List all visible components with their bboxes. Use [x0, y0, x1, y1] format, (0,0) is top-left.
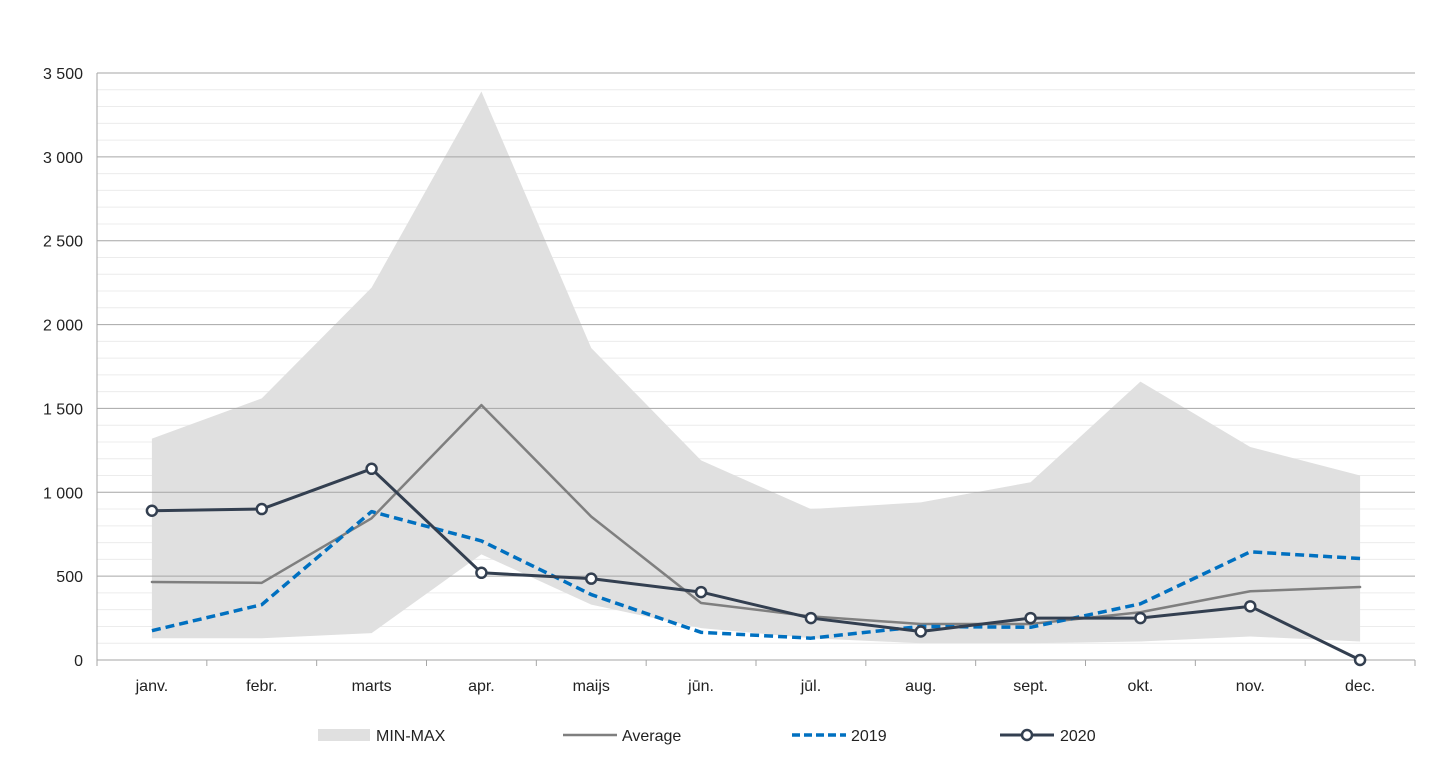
series-point-2020 — [694, 585, 708, 599]
y-tick-label: 0 — [74, 653, 83, 670]
series-point-2020 — [1024, 611, 1037, 625]
series-point-2020 — [1134, 611, 1147, 625]
x-tick-label: febr. — [246, 678, 277, 695]
axes — [96, 73, 1416, 666]
y-tick-label: 3 500 — [43, 66, 83, 83]
x-tick-label: janv. — [135, 678, 169, 695]
y-tick-label: 1 500 — [43, 401, 83, 418]
series-point-2020 — [475, 566, 488, 580]
legend-label-2019: 2019 — [851, 728, 887, 745]
legend-label-min-max: MIN-MAX — [376, 728, 446, 745]
x-tick-label: sept. — [1013, 678, 1048, 695]
x-tick-label: okt. — [1128, 678, 1154, 695]
legend-label-2020: 2020 — [1060, 728, 1096, 745]
x-tick-label: jūn. — [687, 678, 714, 695]
y-axis-tick-labels: 0 500 1 000 1 500 2 000 2 500 3 000 3 500 — [43, 66, 83, 670]
series-point-2020 — [585, 572, 598, 585]
x-tick-label: aug. — [905, 678, 936, 695]
legend: MIN-MAX Average 2019 2020 — [318, 728, 1096, 745]
x-axis-tick-labels: janv. febr. marts apr. maijs jūn. jūl. aug. sept… — [135, 678, 1376, 695]
x-tick-label: apr. — [468, 678, 495, 695]
series-layer — [145, 403, 1367, 667]
y-tick-label: 2 500 — [43, 234, 83, 251]
series-point-2020 — [145, 504, 159, 517]
x-tick-label: dec. — [1345, 678, 1375, 695]
legend-label-average: Average — [622, 728, 681, 745]
x-tick-label: nov. — [1236, 678, 1265, 695]
series-line-2019 — [151, 509, 1361, 640]
series-point-2020 — [914, 625, 927, 638]
legend-marker-2020 — [1020, 728, 1034, 742]
legend-swatch-min-max — [318, 729, 370, 741]
y-tick-label: 1 000 — [43, 485, 83, 502]
series-point-2020 — [804, 611, 818, 625]
series-point-2020 — [1353, 653, 1367, 667]
series-point-2020 — [1244, 600, 1257, 613]
x-tick-label: maijs — [573, 678, 610, 695]
series-line-2020 — [150, 467, 1362, 662]
y-tick-label: 2 000 — [43, 318, 83, 335]
x-tick-label: jūl. — [800, 678, 821, 695]
series-point-2020 — [255, 502, 268, 516]
min-max-band — [151, 91, 1361, 644]
series-point-2020 — [365, 462, 378, 476]
min-max-band-layer — [151, 91, 1361, 644]
y-tick-label: 500 — [56, 569, 83, 586]
y-tick-label: 3 000 — [43, 150, 83, 167]
x-tick-label: marts — [352, 678, 392, 695]
